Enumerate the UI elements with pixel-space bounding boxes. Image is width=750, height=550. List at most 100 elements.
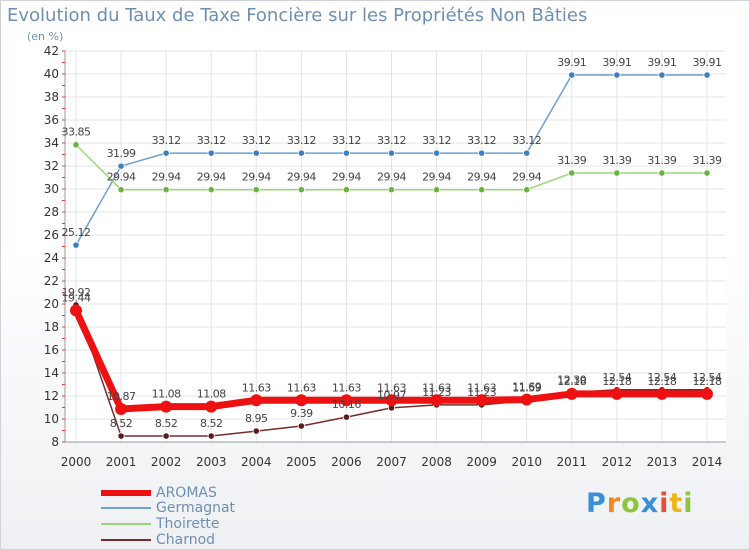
data-label-aromas: 10.87 bbox=[107, 390, 136, 403]
data-label-charnod: 9.39 bbox=[290, 407, 313, 420]
legend-label-thoirette: Thoirette bbox=[156, 516, 220, 532]
data-point-germagnat bbox=[613, 71, 621, 79]
data-label-germagnat: 33.12 bbox=[152, 134, 181, 147]
data-label-germagnat: 33.12 bbox=[377, 134, 406, 147]
data-point-germagnat bbox=[207, 149, 215, 157]
x-tick-label: 2012 bbox=[602, 455, 633, 469]
data-point-aromas bbox=[115, 402, 128, 415]
y-axis-unit-label: (en %) bbox=[27, 30, 64, 43]
data-label-thoirette: 29.94 bbox=[422, 171, 451, 184]
data-point-germagnat bbox=[162, 149, 170, 157]
data-label-thoirette: 29.94 bbox=[332, 171, 361, 184]
logo-letter: r bbox=[606, 488, 622, 519]
logo-letter: i bbox=[659, 488, 670, 519]
data-point-thoirette bbox=[342, 186, 351, 194]
data-label-charnod: 11.59 bbox=[512, 382, 541, 395]
plot-area bbox=[65, 51, 726, 442]
x-tick-label: 2009 bbox=[466, 455, 497, 469]
data-label-germagnat: 33.12 bbox=[332, 134, 361, 147]
data-label-aromas: 11.69 bbox=[512, 381, 541, 394]
data-point-germagnat bbox=[342, 149, 351, 157]
x-tick-label: 2006 bbox=[331, 455, 362, 469]
data-point-charnod bbox=[252, 427, 260, 435]
data-point-germagnat bbox=[432, 149, 441, 157]
x-tick-label: 2010 bbox=[511, 455, 542, 469]
data-label-thoirette: 31.39 bbox=[693, 154, 722, 167]
logo-letter: P bbox=[586, 488, 607, 519]
y-tick-label: 8 bbox=[51, 435, 59, 449]
data-point-aromas bbox=[385, 394, 398, 407]
data-label-thoirette: 31.39 bbox=[602, 154, 631, 167]
data-label-charnod: 12.54 bbox=[693, 371, 722, 384]
data-label-germagnat: 25.12 bbox=[62, 226, 91, 239]
data-label-thoirette: 31.39 bbox=[647, 154, 676, 167]
data-label-aromas: 12.18 bbox=[693, 375, 722, 388]
y-tick-label: 26 bbox=[44, 228, 59, 242]
y-tick-label: 20 bbox=[44, 297, 59, 311]
y-tick-label: 30 bbox=[44, 182, 59, 196]
data-point-aromas bbox=[70, 304, 82, 317]
data-label-charnod: 12.30 bbox=[557, 374, 586, 387]
x-tick-label: 2011 bbox=[557, 455, 588, 469]
y-tick-label: 18 bbox=[44, 320, 59, 334]
data-label-charnod: 12.54 bbox=[602, 371, 631, 384]
data-label-thoirette: 29.94 bbox=[242, 171, 271, 184]
data-point-germagnat bbox=[117, 162, 125, 170]
data-point-aromas bbox=[250, 394, 263, 407]
data-label-germagnat: 39.91 bbox=[647, 56, 676, 69]
x-tick-label: 2014 bbox=[692, 455, 723, 469]
y-tick-label: 24 bbox=[44, 251, 59, 265]
data-label-germagnat: 39.91 bbox=[602, 56, 631, 69]
data-point-germagnat bbox=[297, 149, 305, 157]
data-point-thoirette bbox=[252, 186, 260, 194]
data-label-aromas: 12.18 bbox=[647, 375, 676, 388]
legend-swatch-germagnat bbox=[101, 507, 151, 509]
data-point-charnod bbox=[342, 413, 351, 421]
data-label-germagnat: 33.12 bbox=[512, 134, 541, 147]
legend-swatch-thoirette bbox=[101, 523, 151, 525]
logo-letter: o bbox=[621, 488, 641, 519]
data-point-thoirette bbox=[207, 186, 215, 194]
y-tick-label: 32 bbox=[44, 159, 59, 173]
data-point-aromas bbox=[701, 387, 713, 400]
x-tick-label: 2005 bbox=[286, 455, 317, 469]
data-point-aromas bbox=[295, 394, 308, 407]
data-point-germagnat bbox=[478, 149, 486, 157]
data-label-aromas: 19.44 bbox=[62, 291, 91, 304]
data-point-thoirette bbox=[568, 169, 576, 177]
data-label-thoirette: 29.94 bbox=[197, 171, 226, 184]
data-label-aromas: 12.18 bbox=[557, 375, 586, 388]
data-point-aromas bbox=[340, 394, 353, 407]
data-point-aromas bbox=[475, 394, 488, 407]
x-tick-label: 2003 bbox=[196, 455, 227, 469]
chart-title: Evolution du Taux de Taxe Foncière sur l… bbox=[7, 5, 588, 26]
y-tick-label: 14 bbox=[44, 366, 59, 380]
data-label-aromas: 12.18 bbox=[602, 375, 631, 388]
data-label-thoirette: 29.94 bbox=[152, 171, 181, 184]
x-tick-label: 2002 bbox=[151, 455, 182, 469]
data-label-thoirette: 33.85 bbox=[62, 126, 91, 139]
data-label-thoirette: 29.94 bbox=[512, 171, 541, 184]
y-tick-label: 38 bbox=[44, 90, 59, 104]
data-label-thoirette: 29.94 bbox=[377, 171, 406, 184]
x-tick-label: 2004 bbox=[241, 455, 272, 469]
data-point-germagnat bbox=[387, 149, 396, 157]
data-label-aromas: 11.08 bbox=[197, 388, 226, 401]
data-point-charnod bbox=[117, 432, 125, 440]
data-label-aromas: 11.63 bbox=[467, 381, 496, 394]
data-point-aromas bbox=[565, 387, 578, 400]
data-label-germagnat: 31.99 bbox=[107, 147, 136, 160]
data-point-germagnat bbox=[72, 241, 80, 249]
data-point-thoirette bbox=[703, 169, 711, 177]
data-point-thoirette bbox=[117, 186, 125, 194]
data-point-germagnat bbox=[568, 71, 576, 79]
data-label-aromas: 11.63 bbox=[242, 381, 271, 394]
data-point-thoirette bbox=[387, 186, 396, 194]
data-point-thoirette bbox=[297, 186, 305, 194]
legend-label-charnod: Charnod bbox=[156, 532, 216, 548]
data-point-germagnat bbox=[523, 149, 531, 157]
data-label-charnod: 12.54 bbox=[647, 371, 676, 384]
data-label-charnod: 10.97 bbox=[377, 389, 406, 402]
x-tick-label: 2001 bbox=[106, 455, 137, 469]
